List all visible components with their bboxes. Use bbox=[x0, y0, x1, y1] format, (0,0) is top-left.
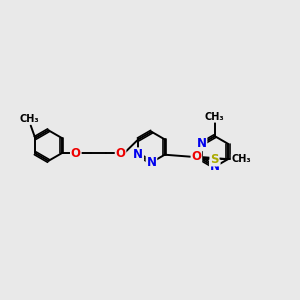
Text: CH₃: CH₃ bbox=[231, 154, 251, 164]
Text: S: S bbox=[210, 153, 219, 166]
Text: N: N bbox=[196, 137, 206, 150]
Text: O: O bbox=[191, 150, 201, 164]
Text: CH₃: CH₃ bbox=[205, 112, 225, 122]
Text: N: N bbox=[146, 156, 157, 169]
Text: O: O bbox=[116, 147, 126, 160]
Text: O: O bbox=[71, 147, 81, 160]
Text: N: N bbox=[133, 148, 143, 161]
Text: N: N bbox=[210, 160, 220, 173]
Text: CH₃: CH₃ bbox=[20, 114, 39, 124]
